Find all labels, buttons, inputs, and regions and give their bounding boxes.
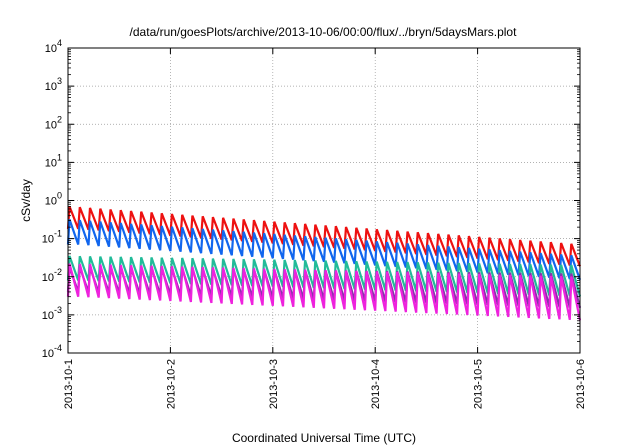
x-tick-label: 2013-10-1 — [63, 359, 75, 409]
y-tick-label: 10-3 — [42, 305, 62, 322]
y-tick-label: 10-2 — [42, 267, 62, 284]
y-tick-label: 10-4 — [42, 343, 62, 360]
x-tick-label: 2013-10-6 — [575, 359, 587, 409]
y-tick-label: 100 — [45, 191, 62, 208]
y-axis-label: cSv/day — [19, 179, 33, 222]
x-tick-label: 2013-10-3 — [268, 359, 280, 409]
x-tick-label: 2013-10-5 — [473, 359, 485, 409]
series-line — [66, 219, 582, 281]
y-tick-label: 102 — [45, 114, 62, 131]
y-tick-label: 103 — [45, 76, 62, 93]
x-tick-label: 2013-10-4 — [370, 359, 382, 409]
x-tick-label: 2013-10-2 — [165, 359, 177, 409]
x-axis-label: Coordinated Universal Time (UTC) — [232, 431, 416, 445]
x-axis: 2013-10-1 2013-10-2 2013-10-3 2013-10-4 2013… — [63, 48, 587, 409]
y-tick-label: 104 — [45, 38, 62, 55]
series-line — [66, 263, 582, 321]
y-tick-label: 10-1 — [42, 229, 62, 246]
y-tick-label: 101 — [45, 152, 62, 169]
chart-title: /data/run/goesPlots/archive/2013-10-06/0… — [130, 25, 518, 39]
series-group — [66, 206, 582, 321]
